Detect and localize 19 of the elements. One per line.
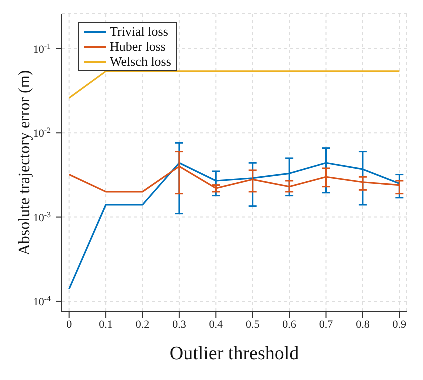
- legend-label: Huber loss: [110, 39, 166, 54]
- x-tick-label: 0.8: [356, 318, 370, 331]
- y-tick-label: 10$^{-2}$: [33, 126, 51, 140]
- x-tick-label: 0.2: [136, 318, 150, 331]
- y-tick-label: 10$^{-4}$: [33, 294, 51, 308]
- x-tick-label: 0.3: [172, 318, 187, 331]
- legend-label: Welsch loss: [110, 54, 172, 69]
- legend-label: Trivial loss: [110, 24, 168, 39]
- x-tick-label: 0.6: [282, 318, 297, 331]
- x-tick-label: 0.4: [209, 318, 224, 331]
- x-tick-label: 0.1: [99, 318, 113, 331]
- x-tick-label: 0.9: [392, 318, 408, 331]
- x-tick-label: 0: [66, 318, 73, 331]
- y-tick-label: 10$^{-1}$: [33, 41, 51, 56]
- x-tick-label: 0.5: [246, 318, 260, 331]
- y-tick-label: 10$^{-3}$: [33, 210, 51, 224]
- y-axis-title: Absolute trajectory error (m): [16, 70, 34, 256]
- x-axis-title: Outlier threshold: [170, 343, 300, 364]
- x-tick-label: 0.7: [319, 318, 334, 331]
